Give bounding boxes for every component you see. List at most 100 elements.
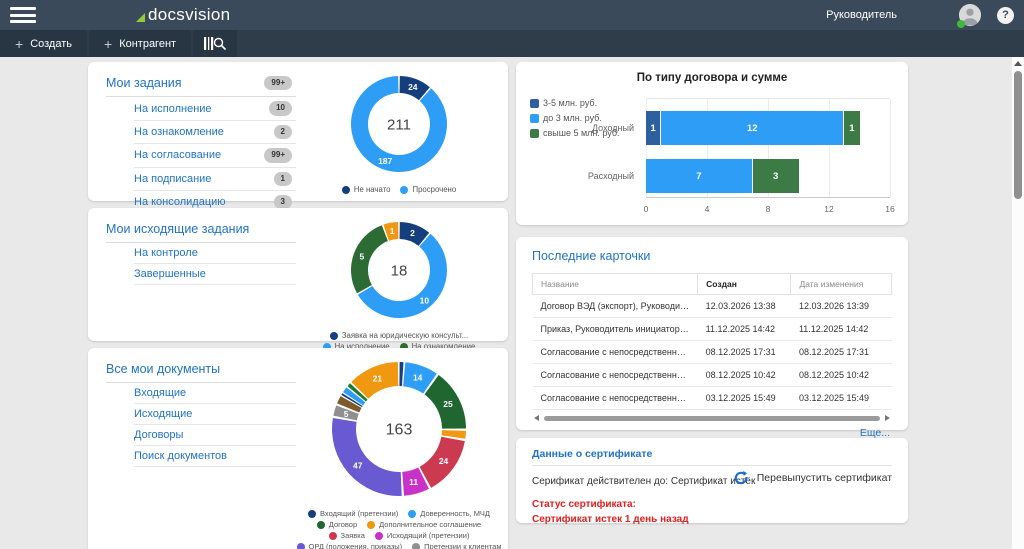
counterparty-button[interactable]: + Контрагент — [89, 30, 191, 57]
list-item[interactable]: На исполнение10 — [134, 97, 296, 120]
menu-icon[interactable] — [10, 7, 36, 23]
list-item[interactable]: Входящие — [134, 383, 296, 404]
legend-swatch — [308, 510, 316, 518]
axis-tick-label: 12 — [824, 204, 833, 214]
donut-center-total: 18 — [391, 263, 408, 280]
modified-cell: 11.12.2025 14:42 — [791, 318, 892, 341]
category-label: Расходный — [588, 171, 634, 181]
created-cell: 11.12.2025 14:42 — [698, 318, 791, 341]
count-badge: 2 — [274, 125, 292, 139]
documents-donut-chart: 1425241147521163 — [332, 362, 466, 501]
list-item[interactable]: Поиск документов — [134, 446, 296, 467]
header-right: Руководитель ? — [826, 4, 1014, 26]
legend-label: до 3 млн. руб. — [543, 113, 602, 123]
modified-cell: 08.12.2025 10:42 — [791, 364, 892, 387]
legend-item: Просрочено — [400, 185, 456, 194]
my-tasks-title-row[interactable]: Мои задания 99+ — [106, 74, 296, 97]
legend-item: до 3 млн. руб. — [530, 113, 602, 123]
list-item[interactable]: На подписание1 — [134, 168, 296, 191]
column-header[interactable]: Создан — [698, 274, 791, 295]
panel-contract-bar-chart: По типу договора и сумме 3-5 млн. руб.до… — [516, 62, 908, 225]
scroll-left-arrow-icon[interactable] — [534, 415, 539, 421]
create-button[interactable]: + Создать — [0, 30, 87, 57]
bar-segment: 7 — [646, 159, 753, 193]
list-item-label: На ознакомление — [134, 126, 224, 138]
table-row[interactable]: Согласование с непосредственным рук ...0… — [533, 341, 892, 364]
reissue-certificate-label: Перевыпустить сертификат — [757, 472, 892, 484]
recent-cards-title[interactable]: Последние карточки — [532, 249, 892, 263]
panel-certificate: Данные о сертификате Серификат действите… — [516, 438, 908, 523]
app-logo-text: docsvision — [148, 5, 230, 25]
created-cell: 08.12.2025 17:31 — [698, 341, 791, 364]
column-header[interactable]: Название — [533, 274, 698, 295]
documents-title-row[interactable]: Все мои документы — [106, 360, 296, 383]
outgoing-title-row[interactable]: Мои исходящие задания — [106, 220, 296, 243]
help-icon[interactable]: ? — [997, 7, 1014, 24]
donut-segment-value: 14 — [413, 372, 423, 382]
table-row[interactable]: Приказ, Руководитель инициатора и,11.12.… — [533, 318, 892, 341]
avatar[interactable] — [959, 4, 981, 26]
list-item[interactable]: На контроле — [134, 243, 296, 264]
donut-center-total: 163 — [386, 422, 413, 439]
list-item[interactable]: Завершенные — [134, 264, 296, 285]
user-role-label: Руководитель — [826, 9, 897, 21]
legend-item: Доверенность, МЧД — [408, 509, 490, 518]
card-name-cell: Согласование с непосредственным рук ... — [533, 387, 698, 410]
bar-segment: 12 — [661, 111, 844, 145]
legend-item: Договор — [317, 520, 357, 529]
list-item[interactable]: Исходящие — [134, 404, 296, 425]
bar-value-label: 3 — [773, 171, 778, 182]
legend-swatch — [530, 114, 539, 123]
legend-label: Просрочено — [412, 185, 456, 194]
legend-label: Договор — [329, 520, 357, 529]
scroll-right-arrow-icon[interactable] — [885, 415, 890, 421]
legend-item: ОРД (положения, приказы) — [297, 542, 403, 549]
documents-title: Все мои документы — [106, 362, 220, 376]
recent-cards-table: НазваниеСозданДата измененияДоговор ВЭД … — [532, 273, 892, 410]
vertical-scrollbar[interactable] — [1011, 57, 1024, 549]
barcode-search-button[interactable] — [193, 30, 237, 57]
card-name-cell: Согласование с непосредственным рук ... — [533, 364, 698, 387]
horizontal-scrollbar-thumb[interactable] — [544, 416, 880, 421]
barcode-search-icon — [203, 36, 227, 51]
more-link[interactable]: Еще... — [532, 423, 892, 439]
my-tasks-nav: Мои задания 99+ На исполнение10На ознако… — [106, 74, 296, 193]
legend-swatch — [408, 510, 416, 518]
donut-segment-value: 187 — [378, 156, 392, 166]
legend-label: Заявка — [341, 531, 365, 540]
bar-chart-title: По типу договора и сумме — [516, 72, 908, 84]
list-item[interactable]: На ознакомление 2 — [134, 121, 296, 144]
list-item[interactable]: Договоры — [134, 425, 296, 446]
created-cell: 12.03.2026 13:38 — [698, 295, 791, 318]
bar-stack: 1121 — [646, 111, 890, 145]
donut-center-total: 211 — [387, 117, 411, 134]
table-row[interactable]: Согласование с непосредственным рук ...0… — [533, 387, 892, 410]
legend-label: Доверенность, МЧД — [420, 509, 490, 518]
list-item[interactable]: На согласование99+ — [134, 144, 296, 167]
card-name-cell: Согласование с непосредственным рук ... — [533, 341, 698, 364]
legend-label: Дополнительное соглашение — [379, 520, 481, 529]
donut-segment-value: 11 — [409, 477, 418, 487]
outgoing-nav: Мои исходящие задания На контролеЗаверше… — [106, 220, 296, 333]
bar-chart-plot: Доходный1121Расходный73 — [646, 98, 890, 198]
count-badge: 1 — [274, 172, 292, 186]
documents-list: ВходящиеИсходящие Договоры Поиск документо… — [134, 383, 296, 467]
donut-segment-value: 47 — [353, 460, 363, 470]
table-row[interactable]: Согласование с непосредственным рук ...0… — [533, 364, 892, 387]
horizontal-scrollbar[interactable] — [534, 415, 890, 422]
table-body: Договор ВЭД (экспорт), Руководитель и ..… — [533, 295, 892, 410]
list-item-label: Договоры — [134, 429, 183, 441]
dashboard: Мои задания 99+ На исполнение10На ознако… — [0, 57, 1024, 549]
outgoing-title: Мои исходящие задания — [106, 222, 249, 236]
donut-segment — [351, 225, 388, 293]
created-cell: 08.12.2025 10:42 — [698, 364, 791, 387]
table-row[interactable]: Договор ВЭД (экспорт), Руководитель и ..… — [533, 295, 892, 318]
legend-item: Дополнительное соглашение — [367, 520, 481, 529]
scroll-up-arrow-icon[interactable] — [1014, 61, 1022, 66]
vertical-scrollbar-thumb[interactable] — [1014, 71, 1022, 199]
list-item-label: На исполнение — [134, 103, 212, 115]
column-header[interactable]: Дата изменения — [791, 274, 892, 295]
bar-row: Расходный73 — [646, 159, 890, 193]
certificate-status-value: Сертификат истек 1 день назад — [532, 512, 892, 527]
reissue-certificate-button[interactable]: Перевыпустить сертификат — [733, 470, 892, 486]
